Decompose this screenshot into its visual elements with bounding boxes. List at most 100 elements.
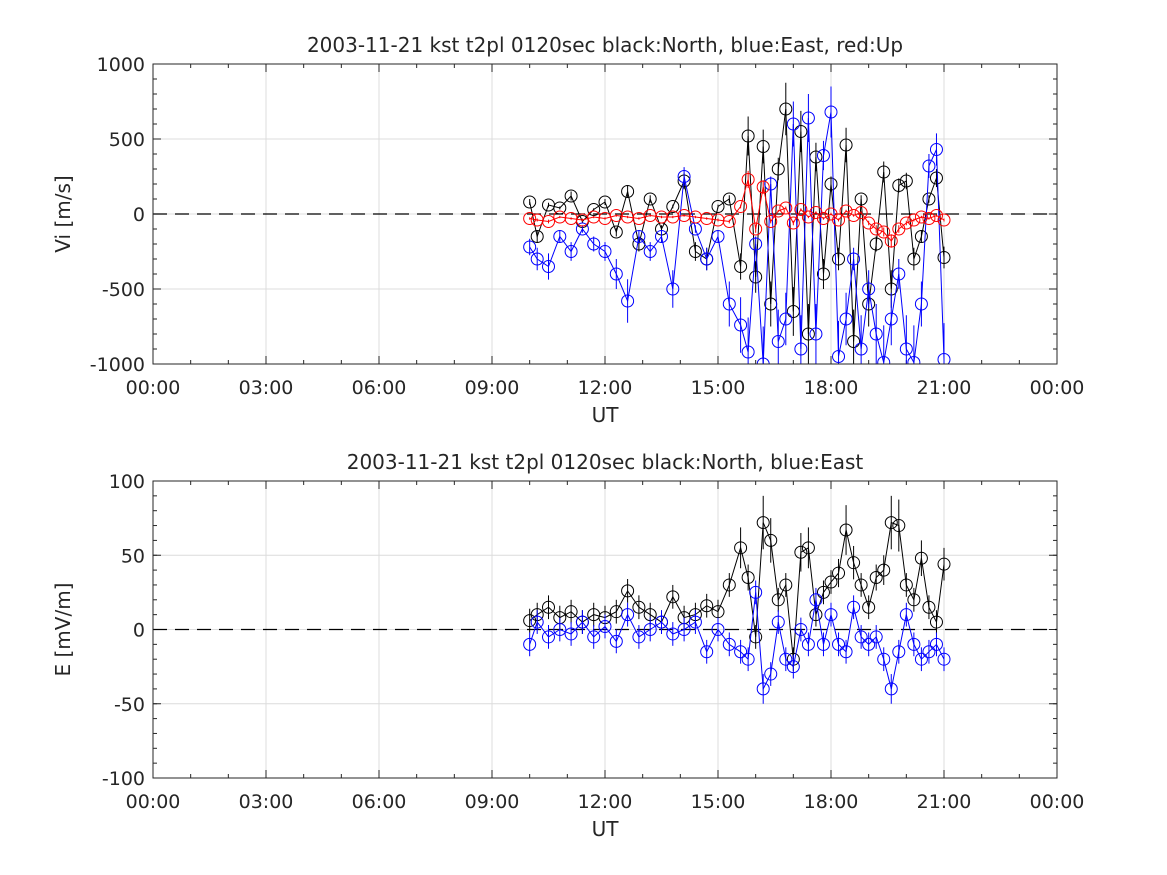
- data-point: [809, 593, 823, 607]
- data-point: [643, 623, 657, 636]
- chart-title: 2003-11-21 kst t2pl 0120sec black:North,…: [307, 33, 903, 57]
- data-point: [801, 327, 815, 341]
- data-point: [854, 342, 868, 356]
- data-point: [523, 240, 537, 254]
- data-point: [884, 516, 898, 530]
- data-point: [575, 615, 589, 629]
- data-point: [816, 585, 830, 599]
- data-point: [914, 230, 928, 243]
- x-tick-label: 00:00: [1030, 791, 1085, 813]
- data-point: [553, 210, 567, 224]
- data-point: [722, 215, 736, 228]
- series-group: [523, 82, 951, 364]
- data-point: [771, 162, 785, 176]
- data-point: [700, 645, 714, 659]
- data-point: [892, 179, 906, 192]
- data-point: [771, 335, 785, 348]
- data-point: [884, 234, 898, 248]
- data-point: [914, 551, 928, 565]
- data-point: [666, 282, 680, 296]
- x-tick-label: 00:00: [126, 377, 181, 399]
- data-point: [530, 615, 544, 629]
- data-point: [869, 237, 883, 251]
- data-point: [700, 599, 714, 613]
- data-point: [722, 297, 736, 311]
- data-point: [530, 230, 544, 243]
- data-point: [564, 245, 578, 258]
- data-point: [824, 608, 838, 622]
- data-point: [862, 637, 876, 651]
- data-point: [907, 637, 921, 651]
- data-point: [553, 623, 567, 636]
- data-point: [741, 345, 755, 359]
- data-point: [877, 165, 891, 179]
- x-tick-label: 21:00: [917, 791, 972, 813]
- data-point: [794, 342, 808, 356]
- data-point: [700, 212, 714, 225]
- data-point: [899, 578, 913, 592]
- x-tick-label: 06:00: [352, 377, 407, 399]
- data-point: [801, 210, 815, 224]
- data-point: [587, 203, 601, 216]
- y-tick-label: 0: [133, 620, 145, 642]
- data-point: [688, 210, 702, 224]
- data-point: [722, 578, 736, 592]
- data-point: [779, 312, 793, 326]
- data-point: [749, 237, 763, 251]
- chart-1: 00:00 03:00 06:00 09:00 12:00 15:00 18:00 21:00…: [51, 33, 1084, 427]
- data-point: [869, 222, 883, 236]
- data-point: [677, 209, 691, 222]
- data-point: [722, 192, 736, 206]
- x-tick-label: 09:00: [465, 791, 520, 813]
- data-point: [794, 125, 808, 138]
- data-point: [666, 590, 680, 604]
- y-tick-label: 500: [109, 129, 145, 151]
- data-point: [832, 350, 846, 363]
- x-tick-label: 12:00: [578, 377, 633, 399]
- data-point: [523, 195, 537, 209]
- data-point: [847, 209, 861, 222]
- data-point: [542, 215, 555, 228]
- data-point: [899, 216, 913, 230]
- data-point: [937, 213, 951, 227]
- data-point: [794, 203, 808, 216]
- data-point: [899, 174, 913, 188]
- data-point: [643, 245, 657, 258]
- data-point: [542, 630, 555, 644]
- data-point: [688, 615, 702, 629]
- data-point: [922, 645, 936, 659]
- x-tick-label: 21:00: [917, 377, 972, 399]
- data-point: [677, 623, 691, 636]
- data-point: [832, 637, 846, 651]
- data-point: [598, 620, 612, 634]
- data-point: [839, 138, 853, 152]
- x-tick-label: 18:00: [804, 791, 859, 813]
- data-point: [711, 200, 725, 213]
- data-point: [854, 192, 868, 206]
- data-point: [530, 213, 544, 227]
- data-point: [542, 600, 555, 614]
- data-point: [899, 608, 913, 622]
- data-point: [847, 556, 861, 570]
- data-point: [741, 129, 755, 143]
- data-point: [741, 652, 755, 666]
- data-point: [892, 645, 906, 659]
- y-tick-label: -1000: [90, 354, 145, 376]
- data-point: [786, 117, 800, 131]
- data-point: [587, 210, 601, 224]
- x-tick-label: 15:00: [691, 377, 746, 399]
- data-point: [816, 149, 830, 162]
- y-tick-label: 100: [109, 471, 145, 493]
- plot-frame: [152, 480, 1058, 779]
- data-point: [779, 102, 793, 116]
- x-axis-label: UT: [592, 817, 620, 841]
- data-point: [542, 260, 555, 273]
- data-point: [929, 171, 943, 185]
- data-point: [609, 634, 623, 648]
- data-point: [756, 682, 770, 696]
- data-point: [914, 210, 928, 224]
- data-point: [741, 173, 755, 186]
- data-point: [621, 185, 635, 198]
- data-point: [786, 216, 800, 230]
- y-axis-label: E [mV/m]: [51, 583, 75, 677]
